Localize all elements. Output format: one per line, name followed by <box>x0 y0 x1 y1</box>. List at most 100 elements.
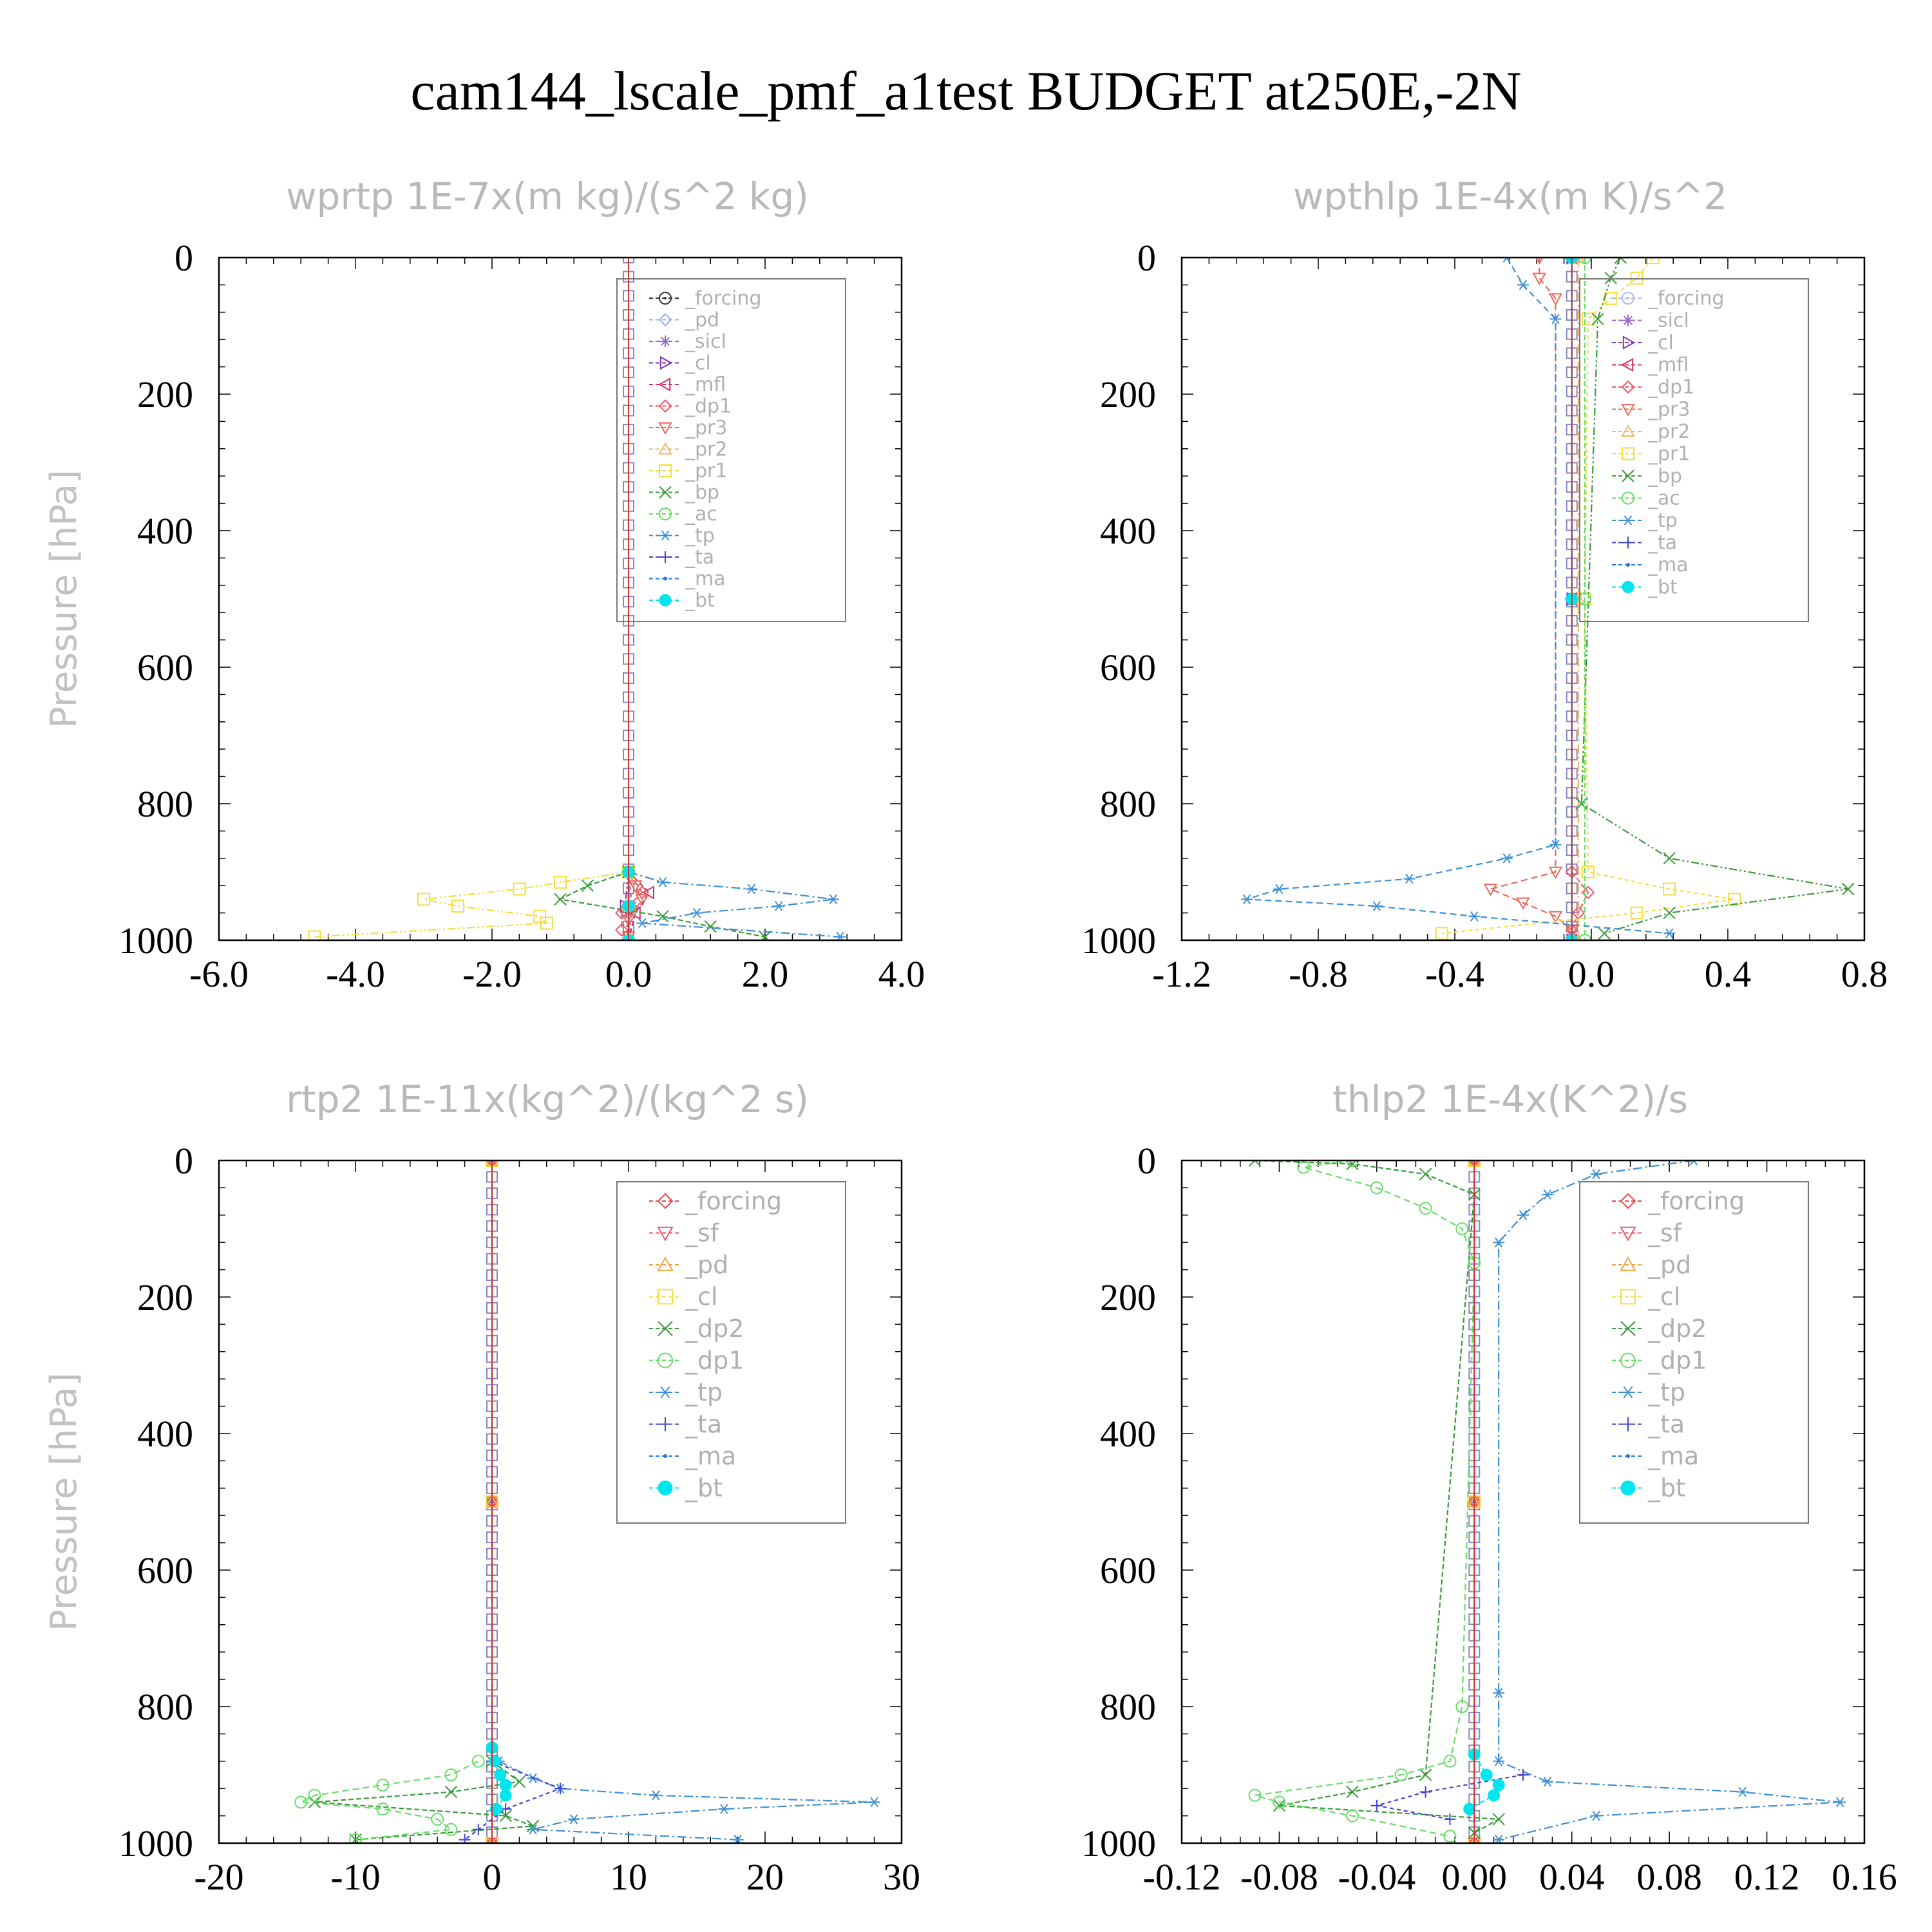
legend-item: _pd <box>649 1251 728 1279</box>
legend-item: _forcing <box>1612 1187 1745 1215</box>
legend-item: _mfl <box>1612 354 1689 377</box>
legend-label: _forcing <box>1647 1187 1745 1215</box>
y-tick-label: 1000 <box>1081 1823 1156 1864</box>
data-point <box>431 1812 444 1826</box>
legend-marker <box>658 313 672 327</box>
legend-marker <box>1620 357 1634 372</box>
legend-marker <box>659 486 672 499</box>
data-point <box>1455 1700 1469 1713</box>
legend-item: _dp1 <box>1612 376 1694 399</box>
series-line <box>314 871 629 938</box>
data-point <box>1549 314 1562 325</box>
y-axis-label: Pressure [hPa] <box>43 1372 85 1631</box>
legend-marker <box>658 1289 673 1305</box>
data-point <box>308 930 321 940</box>
x-tick-label: -6.0 <box>189 953 249 995</box>
series-line <box>498 1760 875 1841</box>
legend-marker <box>658 422 672 435</box>
x-tick-label: -0.08 <box>1240 1856 1318 1898</box>
legend-marker <box>658 1321 673 1336</box>
data-point <box>691 907 703 918</box>
data-point <box>1394 1768 1408 1781</box>
series-group <box>294 1160 880 1843</box>
data-point <box>614 923 629 937</box>
legend-marker <box>1620 1352 1636 1368</box>
y-tick-label: 0 <box>175 237 193 279</box>
data-point <box>1736 1786 1748 1797</box>
legend-label: _forcing <box>685 287 761 310</box>
data-point <box>1516 897 1530 910</box>
data-point <box>628 880 643 893</box>
legend-item: _dp2 <box>1612 1314 1707 1343</box>
figure-title: cam144_lscale_pmf_a1test BUDGET at250E,-… <box>410 60 1521 122</box>
x-tick-label: -10 <box>330 1856 380 1898</box>
data-point <box>1370 901 1383 911</box>
series-ac <box>1578 258 1591 940</box>
legend-marker <box>1626 1454 1630 1458</box>
data-point <box>745 884 757 895</box>
legend: _forcing _sf _pd _cl _dp2 _dp1 _tp _ta _ma _bt <box>616 1181 846 1524</box>
legend-marker <box>659 551 671 563</box>
panels: wprtp 1E-7x(m kg)/(s^2 kg) Pressure [hPa]… <box>43 175 1897 1898</box>
series-dp1 <box>294 1754 485 1843</box>
data-point <box>1346 1160 1359 1167</box>
series-line <box>1441 258 1735 934</box>
legend-marker <box>658 1481 673 1495</box>
series-pr1 <box>308 866 635 940</box>
data-point <box>444 1768 458 1781</box>
y-tick-label: 1000 <box>118 920 193 961</box>
series-line <box>628 871 840 938</box>
data-point <box>1614 258 1627 264</box>
data-point <box>1581 886 1595 900</box>
data-point <box>1403 873 1416 884</box>
legend-label: _dp1 <box>1647 376 1694 399</box>
x-tick-label: 0 <box>483 1856 502 1898</box>
y-tick-label: 600 <box>1100 647 1156 688</box>
y-tick-label: 800 <box>137 783 193 825</box>
legend-marker <box>1622 469 1634 482</box>
legend: _forcing_sicl_cl_mfl_dp1_pr3_pr2_pr1_bp_… <box>1579 278 1809 622</box>
data-point <box>489 1803 502 1815</box>
legend-label: _cl <box>1647 332 1674 354</box>
legend-item: _tp <box>1612 509 1678 532</box>
legend-box <box>1579 278 1809 622</box>
data-point <box>1455 1222 1469 1235</box>
legend-label: _tp <box>685 525 715 547</box>
data-point <box>1630 906 1643 920</box>
legend-item: _pr1 <box>1612 443 1690 466</box>
legend-item: _bp <box>1612 465 1682 488</box>
legend-box <box>1579 1181 1809 1524</box>
data-point <box>1435 927 1448 940</box>
x-tick-label: -4.0 <box>326 953 385 995</box>
data-point <box>1501 853 1513 864</box>
data-point <box>1548 911 1563 923</box>
legend-item: _ac <box>649 503 717 526</box>
series-line <box>1246 258 1670 934</box>
legend-marker <box>659 464 672 477</box>
data-point <box>759 930 772 940</box>
legend-item: _tp <box>649 1378 723 1406</box>
data-point <box>1581 312 1595 326</box>
data-point <box>868 1797 880 1808</box>
data-point <box>417 893 430 906</box>
series-dp2 <box>1248 1160 1505 1839</box>
y-axis-label: Pressure [hPa] <box>43 469 85 728</box>
data-point <box>1463 1803 1476 1815</box>
panel-1: wprtp 1E-7x(m kg)/(s^2 kg) Pressure [hPa]… <box>43 175 925 995</box>
data-point <box>1532 272 1546 285</box>
legend-item: _ta <box>1612 1410 1685 1439</box>
legend-label: _ac <box>1647 488 1680 510</box>
data-point <box>1297 1160 1311 1174</box>
minor-ticks <box>1181 257 1865 941</box>
data-point <box>1483 884 1498 896</box>
data-point <box>1548 293 1563 306</box>
legend-item: _dp2 <box>649 1314 744 1343</box>
legend-item: _pr2 <box>649 439 727 461</box>
legend-item: _pr2 <box>1612 421 1690 443</box>
data-point <box>1663 852 1676 865</box>
data-point <box>308 1788 321 1802</box>
data-point <box>704 920 717 933</box>
series-line <box>1498 1160 1841 1841</box>
x-tick-label: 0.00 <box>1442 1856 1508 1898</box>
legend-label: _forcing <box>1647 287 1724 310</box>
